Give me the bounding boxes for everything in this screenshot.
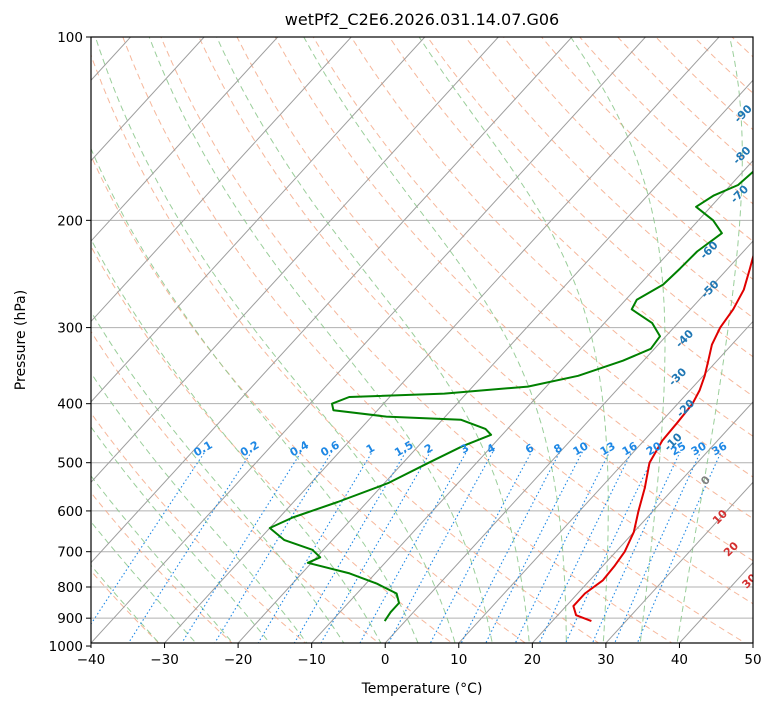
x-axis-label: Temperature (°C) (361, 681, 483, 697)
dry-adiabat (91, 53, 600, 643)
mixing-ratio-lines (91, 451, 722, 643)
moist-adiabat (91, 426, 271, 643)
dry-adiabat (426, 37, 753, 358)
mixing-ratio-line (214, 451, 333, 643)
isotherm (91, 37, 205, 162)
x-tick-label: 10 (450, 652, 467, 668)
moist-adiabat (91, 372, 308, 643)
isotherm (163, 37, 720, 643)
y-axis-ticks: 100 200 300 400 500 600 700 800 900 1000 (49, 30, 91, 655)
y-tick-label: 700 (57, 545, 83, 561)
moist-adiabat (148, 37, 493, 643)
isotherm (384, 240, 753, 643)
isotherm (678, 561, 753, 643)
isotherm (310, 159, 753, 643)
moist-adiabat (91, 238, 382, 643)
dry-adiabat (122, 37, 673, 643)
isotherm (91, 37, 426, 403)
y-tick-label: 900 (57, 611, 83, 627)
moist-adiabat (570, 37, 666, 643)
isotherm (91, 37, 279, 242)
dry-adiabat (465, 37, 753, 319)
plot-frame (90, 36, 754, 644)
dewpoint-line (268, 170, 753, 622)
y-tick-label: 800 (57, 580, 83, 596)
moist-adiabat (94, 37, 456, 643)
x-tick-label: 50 (744, 652, 761, 668)
dry-adiabat (91, 154, 527, 643)
mixing-ratio-line (181, 451, 302, 643)
x-tick-label: −20 (224, 652, 253, 668)
y-tick-label: 500 (57, 456, 83, 472)
dry-adiabat (274, 37, 753, 520)
plot-area: 0.10.20.40.611.52346810131620253036-100-… (0, 23, 775, 671)
moist-adiabat (676, 37, 743, 643)
isotherms (0, 23, 753, 671)
y-tick-label: 600 (57, 504, 83, 520)
mixing-ratio-line (320, 451, 431, 643)
dry-adiabat (91, 491, 233, 643)
mixing-ratio-line (429, 451, 532, 643)
x-tick-label: −10 (297, 652, 326, 668)
x-tick-label: −30 (150, 652, 179, 668)
x-tick-label: 40 (671, 652, 688, 668)
isotherm (91, 37, 500, 483)
mixing-ratio-line (514, 451, 610, 643)
mixing-ratio-line (565, 451, 657, 643)
wet-bulb-label: 40 (759, 602, 775, 622)
mixing-ratio-line (257, 451, 373, 643)
sounding-series (268, 170, 753, 623)
y-tick-label: 200 (57, 213, 83, 229)
dry-adiabat (91, 245, 453, 643)
temperature-line (572, 253, 753, 623)
dry-adiabat (198, 37, 753, 605)
x-axis-ticks: −40 −30 −20 −10 0 10 20 30 40 50 (77, 643, 762, 668)
moist-adiabat (91, 475, 234, 643)
mixing-ratio-line (293, 451, 407, 643)
isotherm (91, 37, 352, 323)
x-tick-label: 0 (381, 652, 390, 668)
dry-adiabat (236, 37, 753, 562)
isotherm (531, 401, 753, 643)
moist-adiabat (91, 147, 419, 643)
isotherm (0, 23, 69, 671)
dry-adiabat (91, 330, 380, 643)
x-tick-label: 30 (597, 652, 614, 668)
dry-adiabats (91, 37, 753, 643)
x-tick-label: 20 (524, 652, 541, 668)
dry-adiabat (160, 37, 747, 643)
moist-adiabat (91, 310, 345, 643)
y-tick-label: 1000 (49, 639, 83, 655)
pressure-gridlines (91, 37, 753, 619)
chart-title: wetPf2_C2E6.2026.031.14.07.G06 (285, 10, 559, 30)
mixing-ratio-line (538, 451, 632, 643)
y-tick-label: 100 (57, 30, 83, 46)
y-tick-label: 300 (57, 321, 83, 337)
x-tick-label: −40 (77, 652, 106, 668)
dry-adiabat (91, 570, 160, 643)
isotherm (458, 320, 753, 643)
mixing-ratio-line (460, 451, 561, 643)
mixing-ratio-line (91, 451, 206, 626)
moist-adiabat (418, 37, 609, 643)
dry-adiabat (91, 412, 307, 643)
isotherm (91, 37, 647, 643)
isotherm (91, 37, 573, 564)
isotherm (605, 481, 753, 643)
y-tick-label: 400 (57, 397, 83, 413)
y-axis-label: Pressure (hPa) (13, 290, 29, 390)
